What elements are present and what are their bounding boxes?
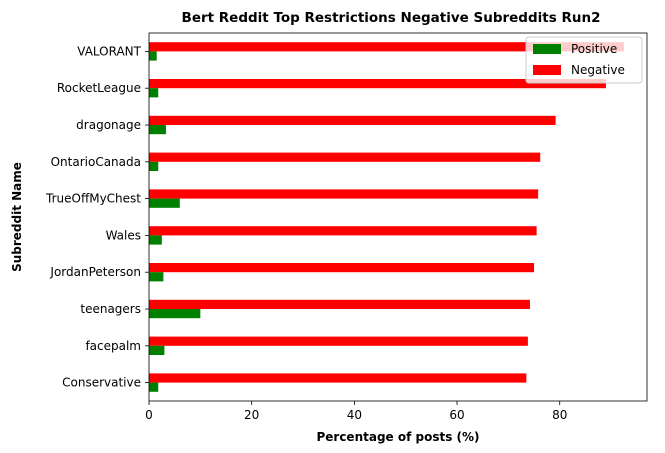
bar-negative-conservative <box>149 373 527 383</box>
bar-negative-teenagers <box>149 299 530 309</box>
x-tick-label: 40 <box>347 408 362 422</box>
bar-negative-ontariocanada <box>149 152 541 162</box>
bar-positive-jordanpeterson <box>149 272 164 282</box>
bar-negative-rocketleague <box>149 79 606 89</box>
bar-negative-jordanpeterson <box>149 263 535 273</box>
y-tick-label: OntarioCanada <box>51 155 141 169</box>
y-tick-label: VALORANT <box>77 44 141 58</box>
bar-positive-dragonage <box>149 125 166 135</box>
x-tick-label: 80 <box>552 408 567 422</box>
bar-negative-trueoffmychest <box>149 189 539 199</box>
legend-label-positive: Positive <box>571 42 617 56</box>
bar-positive-rocketleague <box>149 88 159 98</box>
y-tick-label: Conservative <box>62 376 141 390</box>
y-tick-label: Wales <box>106 228 141 242</box>
legend: Positive Negative <box>525 36 643 84</box>
bar-negative-valorant <box>149 42 624 52</box>
y-axis-label: Subreddit Name <box>10 162 24 272</box>
y-tick-label: JordanPeterson <box>49 265 141 279</box>
legend-swatch-positive <box>533 44 561 54</box>
legend-label-negative: Negative <box>571 63 625 77</box>
bars-group <box>149 42 624 392</box>
x-axis-label: Percentage of posts (%) <box>316 430 479 444</box>
legend-swatch-negative <box>533 65 561 75</box>
bar-positive-trueoffmychest <box>149 198 180 208</box>
y-tick-label: dragonage <box>76 118 141 132</box>
bar-positive-valorant <box>149 51 157 61</box>
bar-positive-conservative <box>149 382 159 392</box>
y-tick-label: RocketLeague <box>57 81 141 95</box>
bar-positive-facepalm <box>149 345 165 355</box>
x-tick-label: 0 <box>145 408 153 422</box>
bar-positive-teenagers <box>149 309 201 319</box>
x-axis-ticks: 0 20 40 60 80 <box>145 401 567 422</box>
chart-title: Bert Reddit Top Restrictions Negative Su… <box>182 10 601 26</box>
bar-negative-dragonage <box>149 115 556 125</box>
bar-negative-facepalm <box>149 336 528 346</box>
plot-frame <box>148 32 648 402</box>
bar-negative-wales <box>149 226 537 236</box>
x-tick-label: 20 <box>244 408 259 422</box>
bar-positive-wales <box>149 235 162 245</box>
y-tick-label: TrueOffMyChest <box>45 192 141 206</box>
x-tick-label: 60 <box>449 408 464 422</box>
y-tick-label: teenagers <box>80 302 141 316</box>
y-tick-label: facepalm <box>85 339 141 353</box>
bar-positive-ontariocanada <box>149 161 159 171</box>
y-axis-ticks: VALORANT RocketLeague dragonage OntarioCana… <box>45 44 149 390</box>
